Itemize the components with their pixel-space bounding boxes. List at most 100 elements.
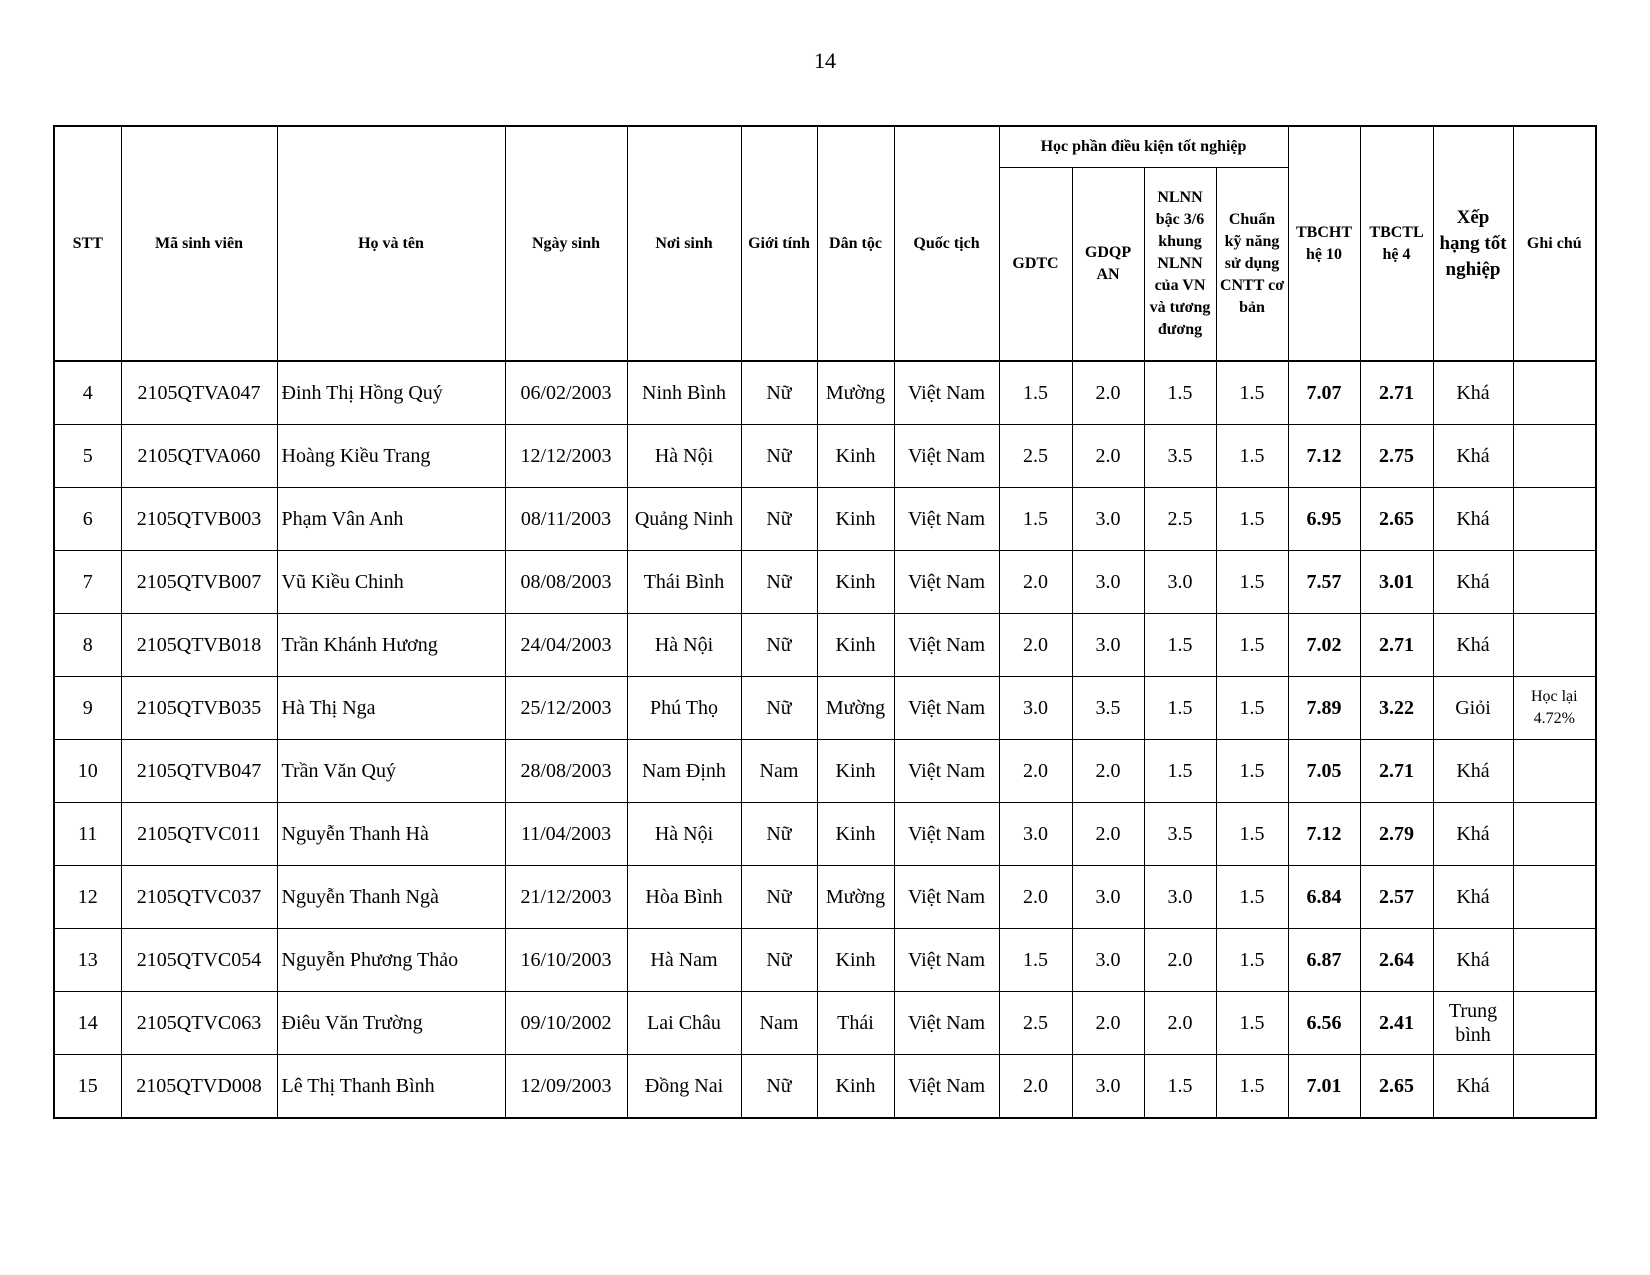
cell-tbctl: 3.01 bbox=[1359, 550, 1434, 614]
cell-student-id: 2105QTVB003 bbox=[120, 487, 278, 551]
cell-rank: Khá bbox=[1432, 739, 1514, 803]
cell-ethnicity: Mường bbox=[816, 865, 895, 929]
table-row: 8 2105QTVB018 Trần Khánh Hương 24/04/2003 Hà… bbox=[53, 613, 1597, 677]
cell-stt: 6 bbox=[53, 487, 122, 551]
cell-cntt: 1.5 bbox=[1215, 802, 1289, 866]
cell-dob: 21/12/2003 bbox=[504, 865, 628, 929]
cell-stt: 8 bbox=[53, 613, 122, 677]
header-graduation-conditions: Học phần điều kiện tốt nghiệp bbox=[998, 125, 1289, 168]
table-row: 12 2105QTVC037 Nguyễn Thanh Ngà 21/12/2003 H… bbox=[53, 865, 1597, 929]
cell-nlnn: 2.5 bbox=[1143, 487, 1217, 551]
cell-nlnn: 1.5 bbox=[1143, 613, 1217, 677]
cell-rank: Khá bbox=[1432, 550, 1514, 614]
cell-note bbox=[1512, 991, 1597, 1055]
header-gdtc: GDTC bbox=[998, 167, 1073, 362]
cell-gender: Nữ bbox=[740, 360, 818, 425]
cell-cntt: 1.5 bbox=[1215, 487, 1289, 551]
cell-tbctl: 2.71 bbox=[1359, 360, 1434, 425]
cell-gdqp: 3.0 bbox=[1071, 550, 1145, 614]
header-gdqp: GDQP AN bbox=[1071, 167, 1145, 362]
cell-cntt: 1.5 bbox=[1215, 424, 1289, 488]
cell-cntt: 1.5 bbox=[1215, 550, 1289, 614]
header-gender: Giới tính bbox=[740, 125, 818, 362]
cell-rank: Khá bbox=[1432, 928, 1514, 992]
cell-dob: 16/10/2003 bbox=[504, 928, 628, 992]
cell-gdtc: 1.5 bbox=[998, 360, 1073, 425]
cell-stt: 15 bbox=[53, 1054, 122, 1119]
cell-dob: 28/08/2003 bbox=[504, 739, 628, 803]
header-student-id: Mã sinh viên bbox=[120, 125, 278, 362]
cell-gender: Nữ bbox=[740, 487, 818, 551]
cell-full-name: Nguyễn Thanh Ngà bbox=[276, 865, 506, 929]
cell-gdtc: 2.0 bbox=[998, 865, 1073, 929]
table-row: 13 2105QTVC054 Nguyễn Phương Thảo 16/10/200… bbox=[53, 928, 1597, 992]
cell-nationality: Việt Nam bbox=[893, 739, 1000, 803]
table-row: 5 2105QTVA060 Hoàng Kiều Trang 12/12/2003 Hà… bbox=[53, 424, 1597, 488]
cell-rank: Khá bbox=[1432, 487, 1514, 551]
cell-student-id: 2105QTVC054 bbox=[120, 928, 278, 992]
cell-nationality: Việt Nam bbox=[893, 991, 1000, 1055]
cell-full-name: Hà Thị Nga bbox=[276, 676, 506, 740]
cell-stt: 7 bbox=[53, 550, 122, 614]
cell-note bbox=[1512, 865, 1597, 929]
cell-note bbox=[1512, 487, 1597, 551]
cell-dob: 08/08/2003 bbox=[504, 550, 628, 614]
cell-nlnn: 1.5 bbox=[1143, 1054, 1217, 1119]
cell-tbcht: 7.12 bbox=[1287, 424, 1361, 488]
header-full-name: Họ và tên bbox=[276, 125, 506, 362]
cell-tbcht: 7.12 bbox=[1287, 802, 1361, 866]
cell-rank: Khá bbox=[1432, 613, 1514, 677]
cell-tbcht: 7.07 bbox=[1287, 360, 1361, 425]
table-row: 10 2105QTVB047 Trần Văn Quý 28/08/2003 Nam Đ… bbox=[53, 739, 1597, 803]
cell-birthplace: Thái Bình bbox=[626, 550, 742, 614]
cell-ethnicity: Mường bbox=[816, 676, 895, 740]
cell-stt: 5 bbox=[53, 424, 122, 488]
cell-tbcht: 6.84 bbox=[1287, 865, 1361, 929]
cell-cntt: 1.5 bbox=[1215, 739, 1289, 803]
cell-dob: 12/09/2003 bbox=[504, 1054, 628, 1119]
cell-gdtc: 3.0 bbox=[998, 802, 1073, 866]
cell-nationality: Việt Nam bbox=[893, 360, 1000, 425]
cell-tbcht: 6.87 bbox=[1287, 928, 1361, 992]
cell-dob: 09/10/2002 bbox=[504, 991, 628, 1055]
cell-full-name: Điêu Văn Trường bbox=[276, 991, 506, 1055]
cell-gdqp: 2.0 bbox=[1071, 360, 1145, 425]
cell-stt: 10 bbox=[53, 739, 122, 803]
cell-note bbox=[1512, 360, 1597, 425]
cell-nlnn: 2.0 bbox=[1143, 928, 1217, 992]
cell-gdtc: 2.0 bbox=[998, 550, 1073, 614]
cell-rank: Giỏi bbox=[1432, 676, 1514, 740]
header-dob: Ngày sinh bbox=[504, 125, 628, 362]
cell-full-name: Phạm Vân Anh bbox=[276, 487, 506, 551]
header-nationality: Quốc tịch bbox=[893, 125, 1000, 362]
cell-nlnn: 3.5 bbox=[1143, 802, 1217, 866]
cell-tbctl: 2.65 bbox=[1359, 1054, 1434, 1119]
cell-student-id: 2105QTVA060 bbox=[120, 424, 278, 488]
cell-nationality: Việt Nam bbox=[893, 1054, 1000, 1119]
header-tbctl: TBCTL hệ 4 bbox=[1359, 125, 1434, 362]
cell-tbctl: 2.79 bbox=[1359, 802, 1434, 866]
cell-stt: 4 bbox=[53, 360, 122, 425]
cell-cntt: 1.5 bbox=[1215, 360, 1289, 425]
cell-tbcht: 7.57 bbox=[1287, 550, 1361, 614]
cell-nationality: Việt Nam bbox=[893, 487, 1000, 551]
cell-cntt: 1.5 bbox=[1215, 1054, 1289, 1119]
cell-birthplace: Phú Thọ bbox=[626, 676, 742, 740]
cell-note bbox=[1512, 424, 1597, 488]
cell-rank: Khá bbox=[1432, 360, 1514, 425]
cell-nationality: Việt Nam bbox=[893, 550, 1000, 614]
cell-gdtc: 3.0 bbox=[998, 676, 1073, 740]
cell-gdtc: 1.5 bbox=[998, 487, 1073, 551]
cell-tbctl: 2.64 bbox=[1359, 928, 1434, 992]
cell-ethnicity: Kinh bbox=[816, 1054, 895, 1119]
cell-tbctl: 2.65 bbox=[1359, 487, 1434, 551]
cell-gender: Nữ bbox=[740, 550, 818, 614]
table-row: 7 2105QTVB007 Vũ Kiều Chinh 08/08/2003 Thái … bbox=[53, 550, 1597, 614]
cell-birthplace: Quảng Ninh bbox=[626, 487, 742, 551]
cell-ethnicity: Kinh bbox=[816, 802, 895, 866]
cell-ethnicity: Mường bbox=[816, 360, 895, 425]
cell-gdqp: 3.0 bbox=[1071, 865, 1145, 929]
cell-birthplace: Hà Nam bbox=[626, 928, 742, 992]
cell-tbcht: 6.95 bbox=[1287, 487, 1361, 551]
header-cntt: Chuẩn kỹ năng sử dụng CNTT cơ bản bbox=[1215, 167, 1289, 362]
